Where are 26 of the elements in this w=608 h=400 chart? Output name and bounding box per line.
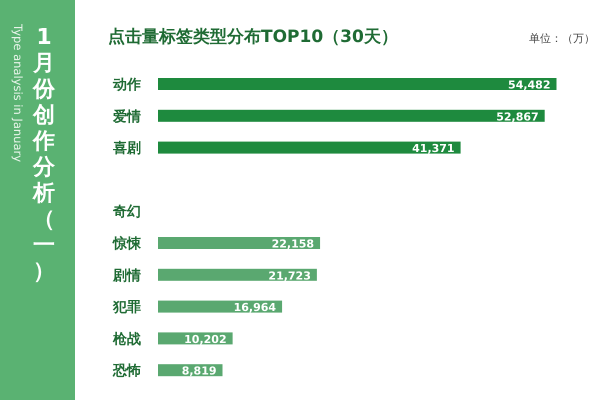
data-label: 41,371 — [412, 142, 455, 156]
y-tick-label: 犯罪 — [112, 300, 141, 316]
y-tick-label: 惊悚 — [112, 235, 142, 252]
data-label: 54,482 — [508, 78, 550, 92]
text: 单位：（万） — [529, 32, 595, 45]
y-tick-label: 枪战 — [112, 331, 141, 348]
y-tick-label: 奇幻 — [112, 204, 141, 220]
y-tick-label: 恐怖 — [112, 363, 141, 380]
data-label: 10,202 — [184, 332, 227, 346]
y-tick-label: 爱情 — [112, 108, 141, 125]
data-label: 8,819 — [182, 364, 217, 378]
text: 1月份创作分析（一） — [33, 25, 55, 284]
bar — [158, 142, 461, 154]
data-label: 16,964 — [234, 301, 276, 314]
bar — [158, 237, 320, 249]
data-label: 21,723 — [268, 269, 311, 282]
bar — [158, 268, 317, 281]
text: Type analysis in January — [11, 23, 25, 162]
bar — [158, 110, 545, 122]
bar — [158, 78, 556, 90]
y-tick-label: 喜剧 — [112, 140, 141, 157]
y-tick-label: 动作 — [112, 77, 141, 93]
data-label: 52,867 — [496, 110, 539, 124]
chart-title: 点击量标签类型分布TOP10（30天） — [108, 27, 398, 47]
data-label: 22,158 — [272, 238, 314, 250]
y-tick-label: 剧情 — [112, 268, 141, 284]
